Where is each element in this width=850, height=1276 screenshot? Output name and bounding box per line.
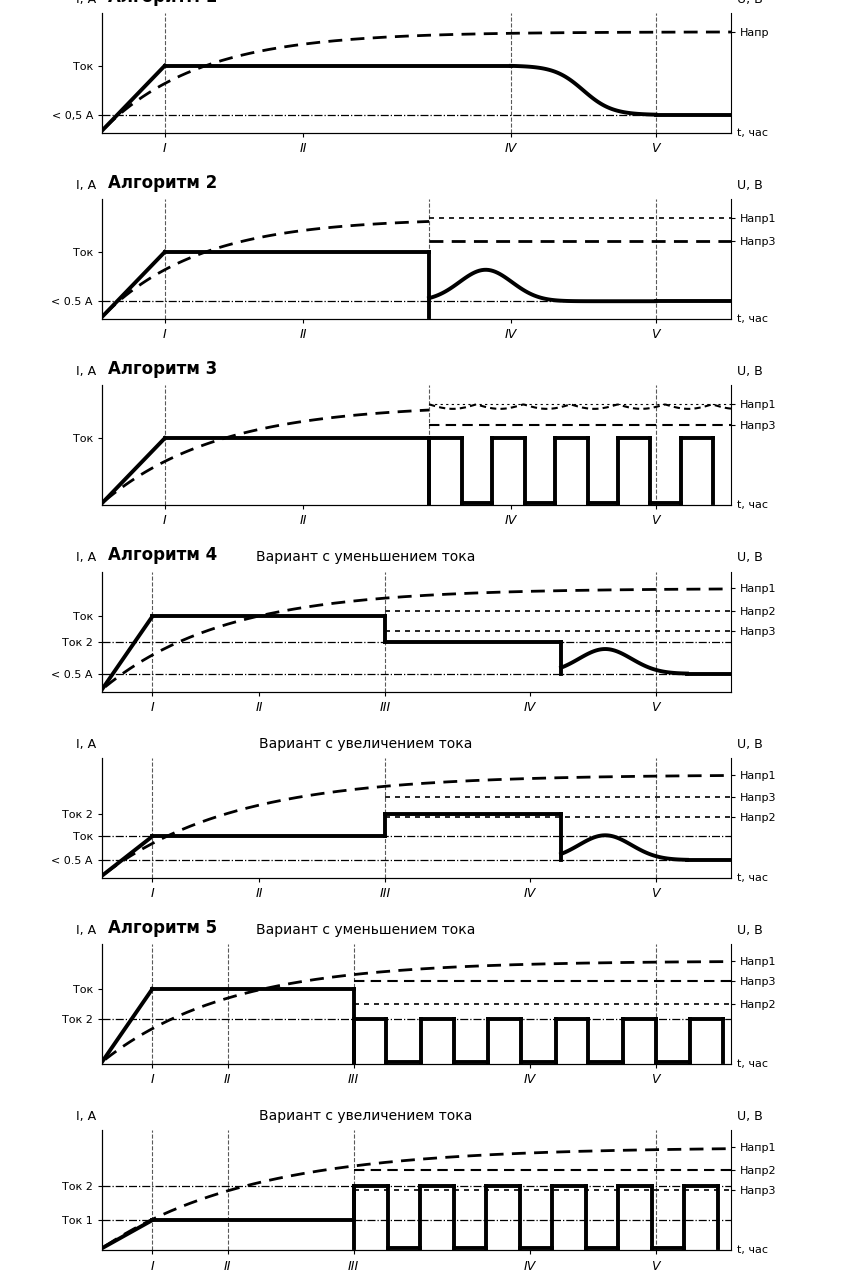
Text: Алгоритм 4: Алгоритм 4 <box>108 546 218 564</box>
Text: Алгоритм 2: Алгоритм 2 <box>108 174 218 191</box>
Text: t, час: t, час <box>737 128 768 138</box>
Text: U, В: U, В <box>737 738 763 750</box>
Text: Вариант с уменьшением тока: Вариант с уменьшением тока <box>257 550 476 564</box>
Text: I, А: I, А <box>76 551 96 564</box>
Text: t, час: t, час <box>737 500 768 510</box>
Text: I, А: I, А <box>76 179 96 191</box>
Text: Вариант с увеличением тока: Вариант с увеличением тока <box>259 1109 473 1123</box>
Text: Алгоритм 5: Алгоритм 5 <box>108 919 218 937</box>
Text: U, В: U, В <box>737 179 763 191</box>
Text: I, А: I, А <box>76 1110 96 1123</box>
Text: t, час: t, час <box>737 314 768 324</box>
Text: Алгоритм 1: Алгоритм 1 <box>108 0 218 5</box>
Text: U, В: U, В <box>737 365 763 378</box>
Text: U, В: U, В <box>737 551 763 564</box>
Text: t, час: t, час <box>737 1059 768 1069</box>
Text: t, час: t, час <box>737 1245 768 1256</box>
Text: Вариант с уменьшением тока: Вариант с уменьшением тока <box>257 923 476 937</box>
Text: I, А: I, А <box>76 738 96 750</box>
Text: I, А: I, А <box>76 365 96 378</box>
Text: U, В: U, В <box>737 0 763 5</box>
Text: I, А: I, А <box>76 0 96 5</box>
Text: Вариант с увеличением тока: Вариант с увеличением тока <box>259 736 473 750</box>
Text: U, В: U, В <box>737 924 763 937</box>
Text: I, А: I, А <box>76 924 96 937</box>
Text: Алгоритм 3: Алгоритм 3 <box>108 360 218 378</box>
Text: t, час: t, час <box>737 873 768 883</box>
Text: U, В: U, В <box>737 1110 763 1123</box>
